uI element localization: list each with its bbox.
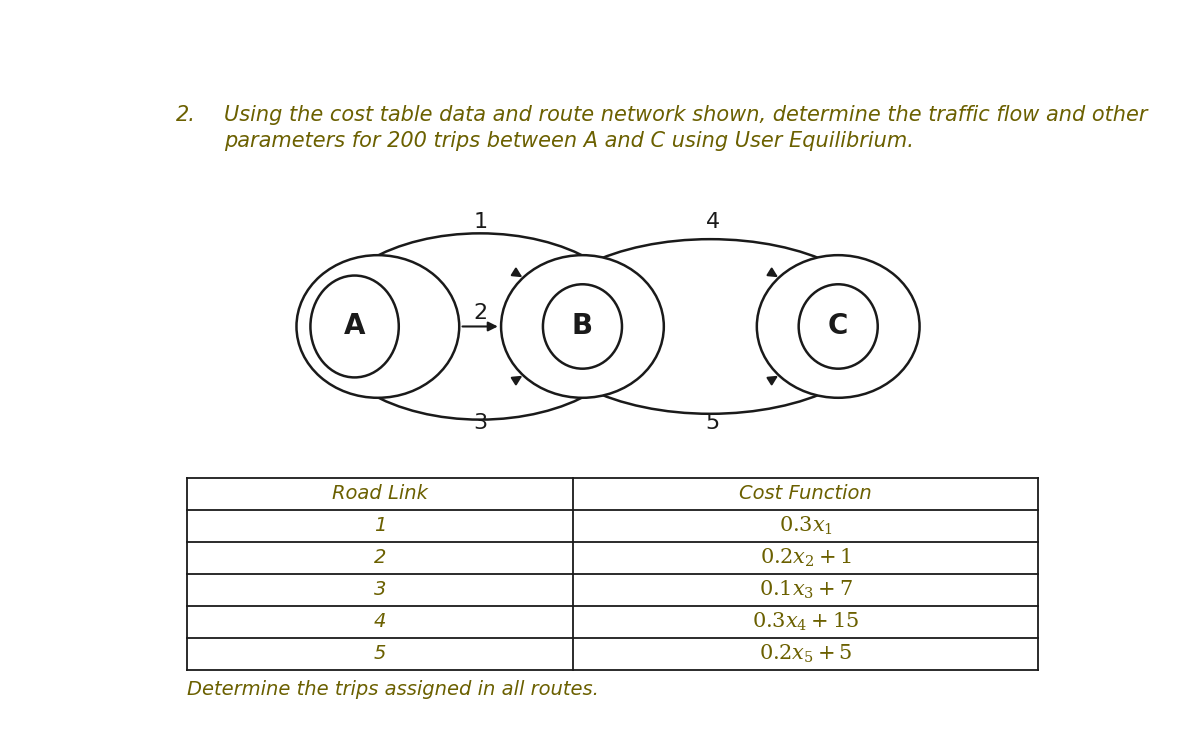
Ellipse shape: [502, 256, 664, 398]
Text: 4: 4: [706, 212, 720, 231]
Text: $0.3x_1$: $0.3x_1$: [779, 515, 833, 537]
Text: B: B: [572, 312, 593, 340]
Text: 1: 1: [374, 516, 386, 535]
Text: $0.2x_2 + 1$: $0.2x_2 + 1$: [760, 547, 852, 569]
Text: 3: 3: [473, 413, 487, 432]
Text: 2: 2: [374, 548, 386, 567]
Text: A: A: [344, 312, 365, 340]
Ellipse shape: [757, 256, 919, 398]
Text: 1: 1: [473, 212, 487, 231]
Text: 5: 5: [374, 644, 386, 664]
Ellipse shape: [542, 284, 622, 369]
Text: $0.1x_3 + 7$: $0.1x_3 + 7$: [758, 579, 853, 601]
Text: 5: 5: [706, 413, 720, 432]
Text: C: C: [828, 312, 848, 340]
Text: $0.2x_5 + 5$: $0.2x_5 + 5$: [758, 643, 852, 665]
Ellipse shape: [296, 256, 460, 398]
Text: 4: 4: [374, 612, 386, 631]
Ellipse shape: [311, 275, 398, 377]
Text: 2.: 2.: [176, 105, 196, 125]
Text: $0.3x_4 + 15$: $0.3x_4 + 15$: [752, 611, 859, 633]
Ellipse shape: [799, 284, 877, 369]
Text: Cost Function: Cost Function: [739, 485, 872, 503]
Text: 3: 3: [374, 581, 386, 600]
Text: parameters for 200 trips between A and C using User Equilibrium.: parameters for 200 trips between A and C…: [224, 132, 914, 151]
Text: Determine the trips assigned in all routes.: Determine the trips assigned in all rout…: [187, 680, 599, 699]
Text: Road Link: Road Link: [332, 485, 428, 503]
Text: 2: 2: [473, 303, 487, 323]
Text: Using the cost table data and route network shown, determine the traffic flow an: Using the cost table data and route netw…: [224, 105, 1148, 125]
